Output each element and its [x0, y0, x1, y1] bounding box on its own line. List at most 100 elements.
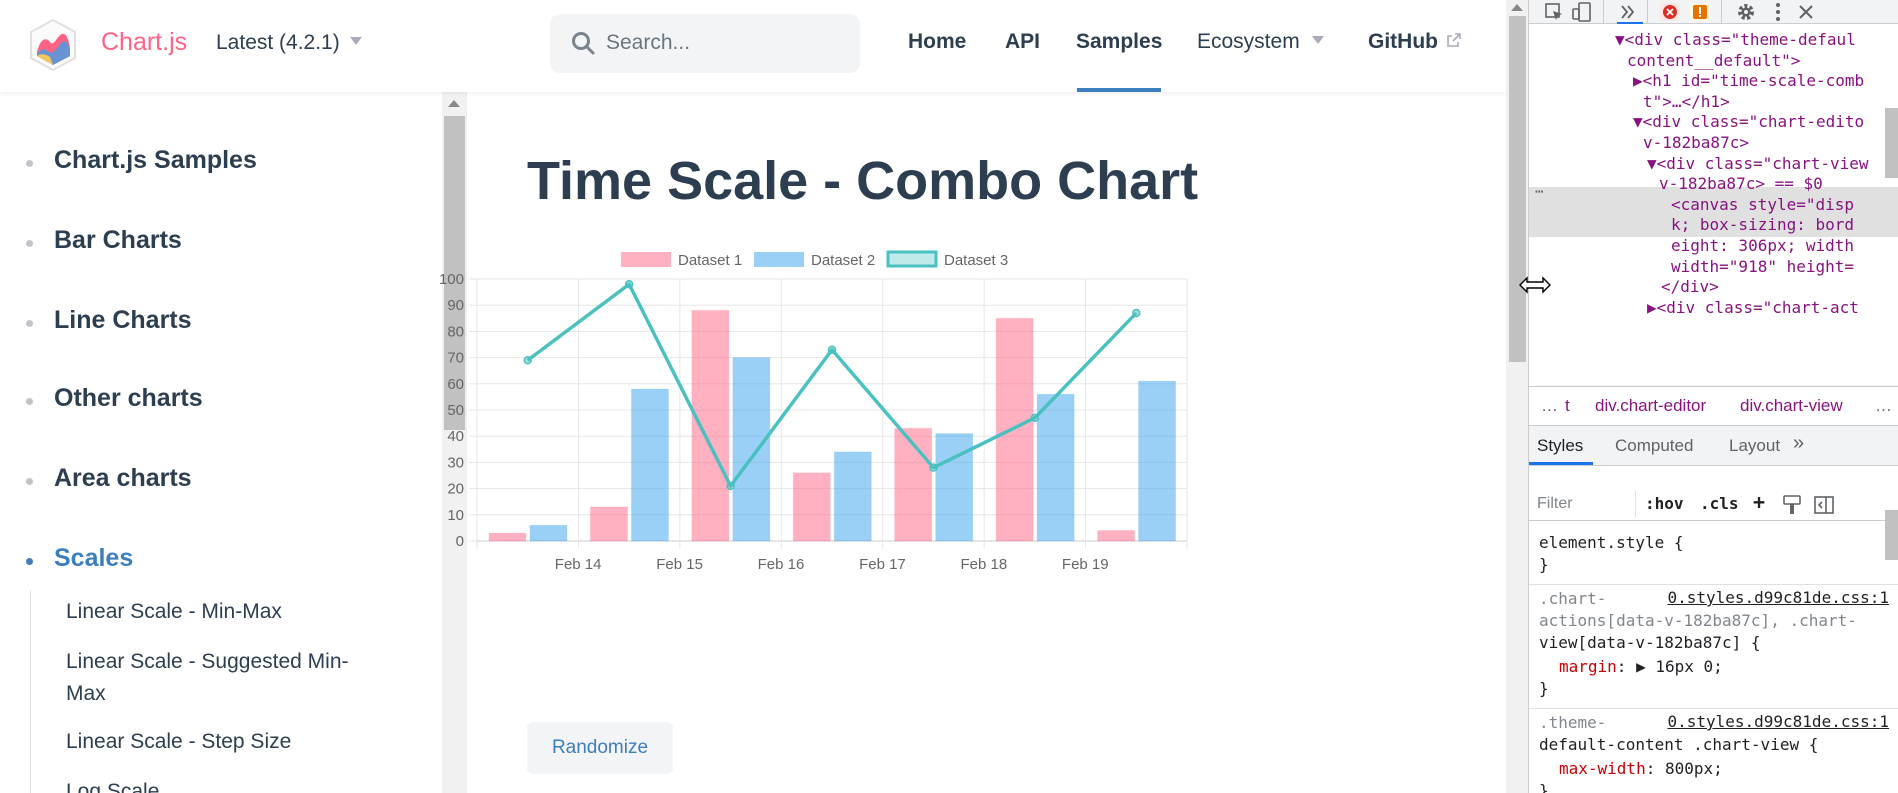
legend-label-dataset-2: Dataset 2	[811, 252, 875, 269]
sidebar-item-bar-charts[interactable]: Bar Charts	[54, 226, 182, 254]
legend-label-dataset-3: Dataset 3	[944, 252, 1008, 269]
rule-separator	[1529, 584, 1898, 585]
device-toolbar-icon[interactable]	[1571, 1, 1593, 23]
external-link-icon	[1447, 33, 1461, 48]
combo-chart[interactable]: Chart.js Combo Time ScaleDataset 1Datase…	[436, 211, 1226, 720]
chevron-down-icon	[349, 37, 362, 46]
dom-node-line[interactable]: </div>	[1661, 277, 1719, 297]
inspect-element-icon[interactable]	[1543, 1, 1565, 23]
css-source-link[interactable]: 0.styles.d99c81de.css:1	[1667, 712, 1889, 731]
sidebar-subitem-log-scale[interactable]: Log Scale	[66, 780, 160, 793]
gear-icon[interactable]	[1735, 1, 1757, 23]
dom-node-line[interactable]: ▼<div class="theme-defaul	[1615, 30, 1856, 49]
legend-label-dataset-1: Dataset 1	[678, 252, 742, 269]
styles-scrollbar-thumb[interactable]	[1885, 510, 1898, 560]
more-tabs-chevron-icon[interactable]	[1617, 1, 1639, 23]
dom-node-line[interactable]: eight: 306px; width	[1671, 236, 1855, 255]
breadcrumb-more[interactable]: …	[1875, 396, 1892, 415]
elements-scrollbar-thumb[interactable]	[1885, 108, 1898, 178]
css-brace: }	[1539, 555, 1549, 574]
tab-computed[interactable]: Computed	[1615, 436, 1694, 455]
devtools-panel: ⋯ ▼<div class="theme-defaul content__defa…	[1528, 0, 1898, 793]
paint-brush-icon[interactable]	[1781, 494, 1803, 516]
dom-node-line[interactable]: v-182ba87c>	[1643, 133, 1749, 152]
search-input[interactable]	[606, 24, 846, 62]
css-selector-text: view[data-v-182ba87c] {	[1539, 633, 1761, 652]
active-nav-indicator	[1077, 88, 1161, 92]
browser-page: Chart.js Latest (4.2.1) Home API Samples…	[0, 14, 1462, 793]
sidebar-item-line-charts[interactable]: Line Charts	[54, 306, 192, 334]
elements-tree[interactable]: ⋯ ▼<div class="theme-defaul content__defa…	[1529, 24, 1898, 386]
hover-state-toggle[interactable]: :hov	[1645, 494, 1684, 513]
more-tabs-icon[interactable]: »	[1793, 432, 1805, 454]
nav-link-github[interactable]: GitHub	[1368, 30, 1462, 54]
bar-dataset-2	[732, 357, 771, 542]
dom-node-line[interactable]: ▼<div class="chart-edito	[1633, 112, 1865, 132]
breadcrumb-chart-editor[interactable]: div.chart-editor	[1595, 396, 1707, 415]
y-tick-label: 50	[447, 402, 464, 419]
sidebar-subitem-linear-suggested-min-max[interactable]: Linear Scale - Suggested Min-Max	[66, 650, 349, 705]
sidebar-scrollbar-thumb[interactable]	[444, 116, 465, 430]
version-selector[interactable]: Latest (4.2.1)	[216, 31, 362, 55]
dom-node-line[interactable]: k; box-sizing: bord	[1671, 215, 1855, 235]
scroll-up-arrow-icon[interactable]	[1511, 4, 1523, 11]
dom-node-line[interactable]: ▶<h1 id="time-scale-comb	[1633, 71, 1865, 91]
css-rule1-selector-a: .chart-	[1539, 588, 1606, 610]
x-tick-label: Feb 17	[859, 556, 906, 573]
ellipsis-icon[interactable]: ⋯	[1535, 184, 1544, 200]
css-declaration-max-width[interactable]: max-width: 800px;	[1559, 759, 1723, 778]
css-source-link[interactable]: 0.styles.d99c81de.css:1	[1667, 588, 1889, 607]
sidebar-item-area-charts[interactable]: Area charts	[54, 464, 192, 492]
css-rule1-selector-b: actions[data-v-182ba87c], .chart-	[1539, 610, 1857, 632]
dom-node-line[interactable]: t">…</h1>	[1643, 91, 1730, 111]
new-rule-button[interactable]: +	[1753, 490, 1766, 514]
dom-node-line[interactable]: v-182ba87c> == $0	[1659, 174, 1823, 194]
search-box[interactable]	[550, 14, 860, 73]
sidebar-item-other-charts[interactable]: Other charts	[54, 384, 203, 412]
nav-link-ecosystem-label: Ecosystem	[1197, 30, 1300, 53]
warning-count-icon[interactable]	[1689, 1, 1711, 23]
breadcrumb-more[interactable]: …	[1541, 396, 1558, 415]
nav-link-ecosystem[interactable]: Ecosystem	[1197, 30, 1324, 54]
class-toggle[interactable]: .cls	[1700, 494, 1739, 513]
tab-styles[interactable]: Styles	[1537, 436, 1584, 455]
chartjs-logo-icon[interactable]	[26, 18, 80, 72]
scroll-up-arrow-icon[interactable]	[448, 100, 460, 107]
nav-link-home[interactable]: Home	[908, 30, 967, 53]
close-icon[interactable]	[1795, 1, 1817, 23]
sidebar: Chart.js Samples Bar Charts Line Charts …	[0, 92, 442, 793]
dom-node-line[interactable]: content__default">	[1627, 50, 1801, 70]
toggle-sidebar-icon[interactable]	[1813, 494, 1835, 516]
breadcrumb-chart-view[interactable]: div.chart-view	[1740, 396, 1843, 415]
styles-filter-input[interactable]	[1537, 491, 1637, 517]
dom-node-line[interactable]: width="918" height=	[1671, 256, 1855, 276]
kebab-menu-icon[interactable]	[1767, 1, 1789, 23]
css-brace: }	[1539, 781, 1549, 793]
randomize-button[interactable]: Randomize	[527, 722, 673, 774]
page-scrollbar-thumb[interactable]	[1509, 16, 1526, 362]
css-rule1-selector-c: view[data-v-182ba87c] {	[1539, 632, 1761, 654]
tab-layout[interactable]: Layout	[1729, 436, 1781, 455]
sidebar-item-scales[interactable]: Scales	[54, 544, 134, 572]
nav-link-samples[interactable]: Samples	[1076, 30, 1163, 53]
dom-node-line[interactable]: ▼<div class="chart-view	[1647, 153, 1869, 173]
y-tick-label: 100	[439, 271, 464, 288]
brand-name[interactable]: Chart.js	[101, 28, 188, 56]
search-icon	[572, 32, 595, 55]
sidebar-item-chartjs-samples[interactable]: Chart.js Samples	[54, 146, 257, 174]
resize-cursor-icon	[1519, 276, 1551, 294]
css-property: margin	[1559, 657, 1617, 676]
dom-node-line[interactable]: <canvas style="disp	[1671, 194, 1855, 214]
sidebar-subitem-linear-min-max[interactable]: Linear Scale - Min-Max	[66, 600, 282, 623]
css-property: max-width	[1559, 759, 1646, 778]
breadcrumb-item[interactable]: t	[1565, 396, 1570, 415]
dom-node-line[interactable]: ▶<div class="chart-act	[1647, 297, 1859, 317]
bar-dataset-1	[691, 309, 730, 542]
sidebar-subitem-linear-step-size[interactable]: Linear Scale - Step Size	[66, 730, 292, 753]
horizontal-scrollbar[interactable]	[1537, 385, 1898, 386]
nav-link-api[interactable]: API	[1005, 30, 1041, 53]
error-count-icon[interactable]	[1659, 1, 1681, 23]
css-declaration-margin[interactable]: margin: ▶ 16px 0;	[1559, 657, 1723, 676]
bar-dataset-1	[792, 472, 831, 542]
y-tick-label: 60	[447, 376, 464, 393]
